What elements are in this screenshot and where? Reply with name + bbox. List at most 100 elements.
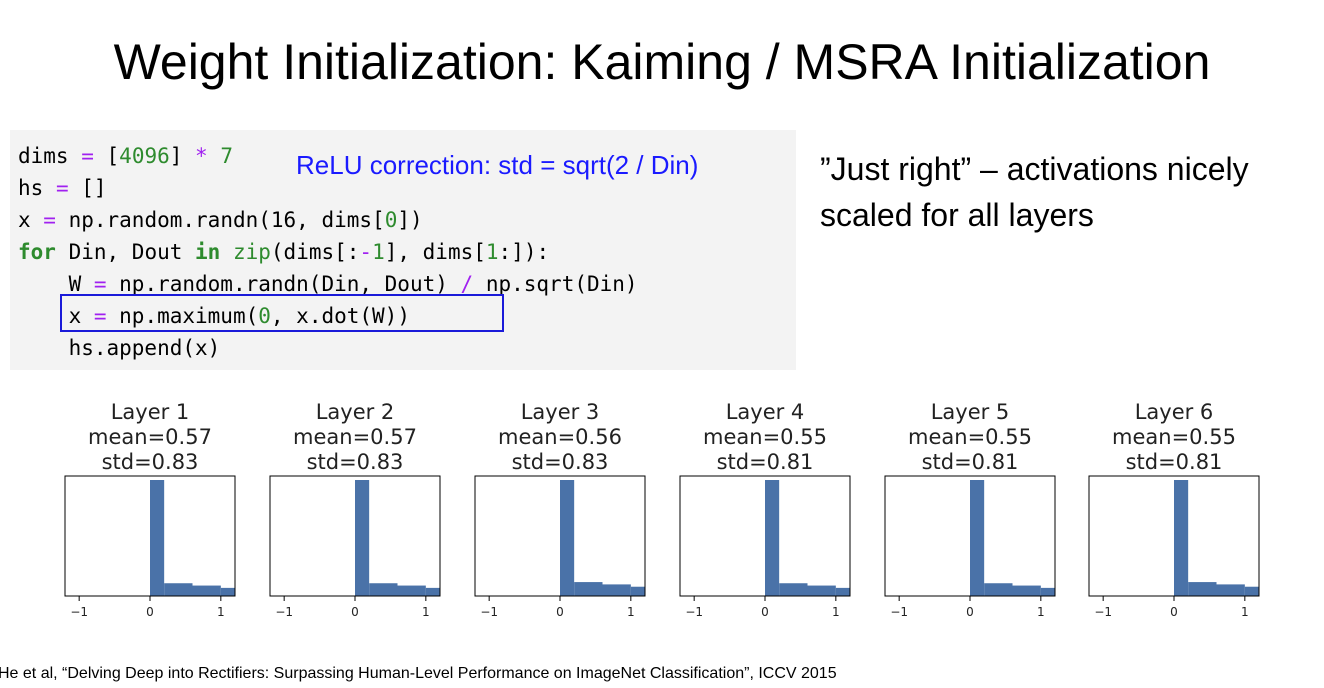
layer-histograms: Layer 1 mean=0.57 std=0.83 −1 0 1 Layer 2 mean=… <box>0 390 1324 630</box>
x-tick-label: 0 <box>351 605 359 619</box>
code-token: [ <box>93 144 120 168</box>
x-tick-label: 0 <box>761 605 769 619</box>
code-line: dims = [4096] * 7 <box>18 140 233 172</box>
code-line: for Din, Dout in zip(dims[:-1], dims[1:]… <box>18 236 549 268</box>
x-tick-label: 0 <box>966 605 974 619</box>
code-token: x <box>18 304 94 328</box>
histogram-bar <box>560 480 575 596</box>
x-tick-label: 1 <box>1037 605 1045 619</box>
code-token: = <box>43 208 56 232</box>
x-tick-label: −1 <box>480 605 498 619</box>
histogram-bar <box>1244 586 1259 596</box>
x-tick-label: −1 <box>685 605 703 619</box>
histogram-title-line: Layer 5 <box>931 400 1010 424</box>
code-token: = <box>93 272 107 296</box>
code-token: [] <box>68 176 107 200</box>
histogram-title-line: Layer 3 <box>521 400 600 424</box>
code-token: 1 <box>485 240 499 264</box>
code-line: hs.append(x) <box>18 332 221 364</box>
histogram-bar <box>1040 587 1055 596</box>
histogram-title-line: std=0.81 <box>717 450 814 474</box>
histogram-bar <box>369 583 398 596</box>
code-token: in <box>195 240 221 264</box>
code-token: np.random.randn(16, dims[ <box>55 208 385 232</box>
histogram-bar <box>779 583 808 596</box>
code-token: = <box>81 144 94 168</box>
histogram-title-line: std=0.83 <box>102 450 199 474</box>
histogram-bar <box>765 480 780 596</box>
histogram-title-line: Layer 2 <box>316 400 395 424</box>
code-token: :]): <box>498 240 550 264</box>
code-line: x = np.maximum(0, x.dot(W)) <box>18 300 410 332</box>
histogram-bar <box>164 583 193 596</box>
histogram-title-line: Layer 4 <box>726 400 805 424</box>
histogram-title-line: std=0.81 <box>1126 450 1223 474</box>
code-token: 4096 <box>119 144 170 168</box>
histogram-bar <box>1012 585 1041 596</box>
histogram-bar <box>192 585 221 596</box>
histogram-bar <box>425 587 440 596</box>
x-tick-label: 1 <box>1241 605 1249 619</box>
code-token: 7 <box>220 144 234 168</box>
x-tick-label: 1 <box>832 605 840 619</box>
citation: He et al, “Delving Deep into Rectifiers:… <box>0 665 837 682</box>
highlighted-code-line-box <box>60 294 504 332</box>
histogram-bar <box>970 480 985 596</box>
code-token: = <box>55 176 69 200</box>
code-token: / <box>460 272 474 296</box>
x-tick-label: −1 <box>890 605 908 619</box>
code-token: * <box>195 144 208 168</box>
histogram-title-line: mean=0.55 <box>1112 425 1236 449</box>
code-token: , x.dot(W)) <box>270 304 410 328</box>
histogram-title-line: std=0.83 <box>307 450 404 474</box>
code-token: Din, Dout <box>55 240 196 264</box>
code-line: W = np.random.randn(Din, Dout) / np.sqrt… <box>18 268 638 300</box>
histogram-bar <box>984 583 1013 596</box>
just-right-note: ”Just right” – activations nicely scaled… <box>820 151 1249 233</box>
code-token: (dims[: <box>270 240 360 264</box>
histogram-bar <box>602 584 631 596</box>
code-token: 0 <box>384 208 398 232</box>
code-line: x = np.random.randn(16, dims[0]) <box>18 204 423 236</box>
histogram-bar <box>1216 584 1245 596</box>
code-token: for <box>18 240 56 264</box>
x-tick-label: 1 <box>217 605 225 619</box>
code-token: - <box>359 240 373 264</box>
code-token: ] <box>169 144 196 168</box>
histogram-title-line: Layer 1 <box>111 400 190 424</box>
code-token: dims <box>18 144 82 168</box>
histogram-bar <box>220 587 235 596</box>
histogram-title-line: mean=0.57 <box>293 425 417 449</box>
code-token: x <box>18 208 44 232</box>
slide-title: Weight Initialization: Kaiming / MSRA In… <box>113 34 1211 90</box>
histogram-title-line: mean=0.55 <box>703 425 827 449</box>
x-tick-label: −1 <box>1094 605 1112 619</box>
code-token: hs.append(x) <box>18 336 221 360</box>
code-token: np.maximum( <box>106 304 259 328</box>
relu-correction-note: ReLU correction: std = sqrt(2 / Din) <box>296 150 699 180</box>
histogram-bar <box>355 480 370 596</box>
code-token: hs <box>18 176 56 200</box>
histogram-bar <box>807 585 836 596</box>
histogram-title-line: mean=0.55 <box>908 425 1032 449</box>
histogram-title-line: std=0.81 <box>922 450 1019 474</box>
histogram-bar <box>397 585 426 596</box>
code-token: np.sqrt(Din) <box>473 272 638 296</box>
histogram-bar <box>150 480 165 596</box>
code-token: = <box>93 304 107 328</box>
histogram-title-line: mean=0.57 <box>88 425 212 449</box>
histogram-bar <box>1174 480 1189 596</box>
histogram-title-line: Layer 6 <box>1135 400 1214 424</box>
code-token: ], dims[ <box>384 240 486 264</box>
x-tick-label: 1 <box>627 605 635 619</box>
x-tick-label: −1 <box>275 605 293 619</box>
histogram-bar <box>1188 582 1217 596</box>
code-token: zip <box>232 240 271 264</box>
code-token: ]) <box>397 208 423 232</box>
x-tick-label: 1 <box>422 605 430 619</box>
histogram-title-line: std=0.83 <box>512 450 609 474</box>
code-token: 0 <box>258 304 271 328</box>
code-token <box>220 240 233 264</box>
histogram-bar <box>835 587 850 596</box>
